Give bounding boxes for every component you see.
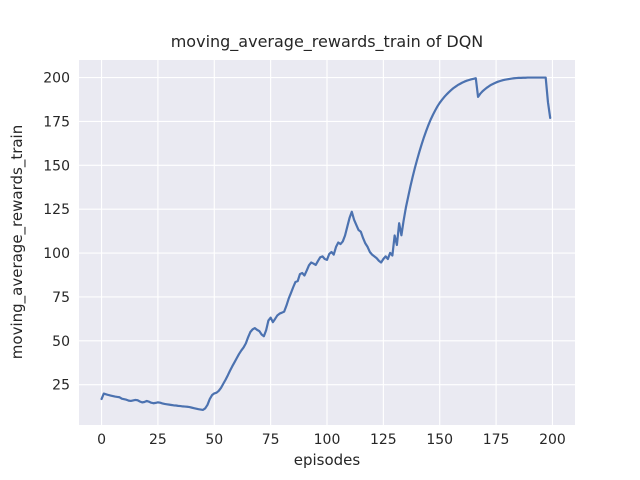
x-tick-label: 125 — [370, 432, 397, 448]
y-tick-label: 75 — [52, 290, 70, 306]
x-tick-labels: 0 25 50 75 100 125 150 175 200 — [97, 432, 566, 448]
x-tick-label: 100 — [314, 432, 341, 448]
y-tick-labels: 25 50 75 100 125 150 175 200 — [43, 71, 70, 394]
y-tick-label: 150 — [43, 158, 70, 174]
y-tick-label: 125 — [43, 202, 70, 218]
grid-layer — [79, 60, 575, 425]
y-tick-label: 25 — [52, 378, 70, 394]
x-tick-label: 175 — [483, 432, 510, 448]
x-axis-label: episodes — [294, 451, 361, 469]
y-axis-label: moving_average_rewards_train — [8, 125, 27, 359]
x-tick-label: 50 — [205, 432, 223, 448]
y-tick-label: 50 — [52, 334, 70, 350]
x-tick-label: 150 — [426, 432, 453, 448]
x-tick-label: 25 — [149, 432, 167, 448]
x-tick-label: 0 — [97, 432, 106, 448]
x-tick-label: 75 — [262, 432, 280, 448]
dqn-line-series — [100, 76, 552, 412]
chart-title: moving_average_rewards_train of DQN — [171, 32, 484, 52]
y-tick-label: 175 — [43, 114, 70, 130]
y-tick-label: 100 — [43, 246, 70, 262]
x-tick-label: 200 — [539, 432, 566, 448]
y-tick-label: 200 — [43, 71, 70, 87]
